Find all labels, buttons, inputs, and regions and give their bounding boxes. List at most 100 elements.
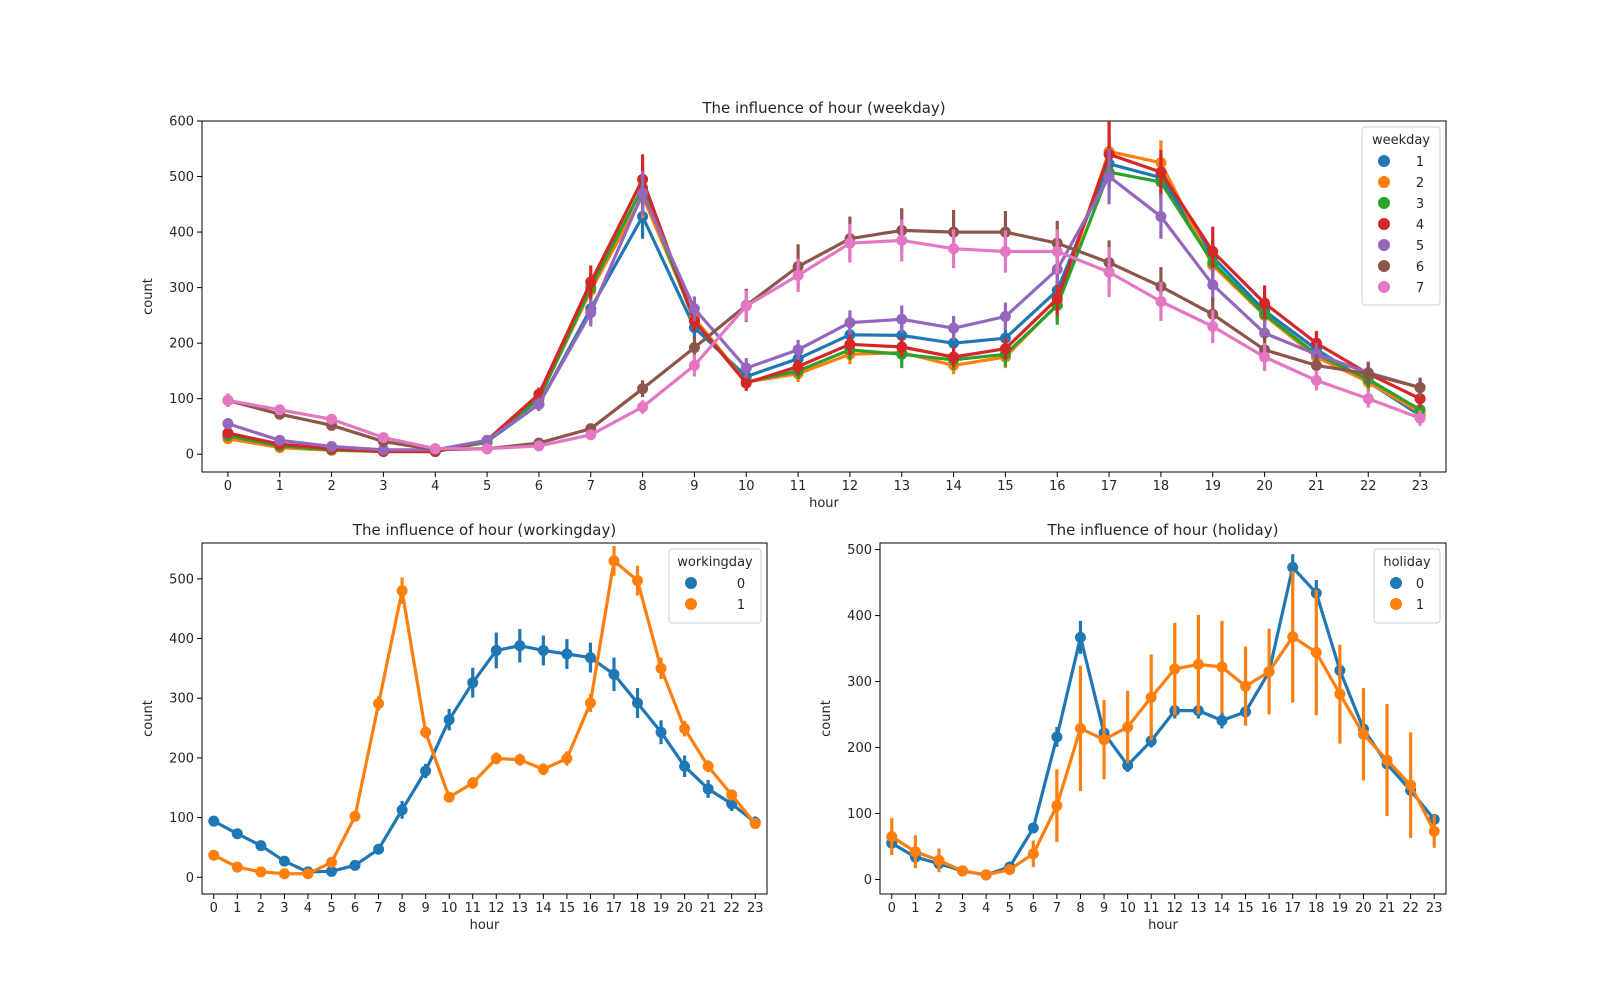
data-point	[792, 360, 804, 372]
x-tick-label: 23	[747, 901, 764, 916]
x-tick-label: 9	[690, 479, 698, 494]
x-tick-label: 4	[304, 901, 312, 916]
data-point	[1098, 734, 1110, 746]
y-tick-label: 200	[847, 741, 872, 756]
data-point	[1145, 691, 1157, 703]
data-point	[396, 585, 408, 597]
data-point	[278, 855, 290, 867]
data-point	[1145, 735, 1157, 747]
data-point	[980, 869, 992, 881]
x-tick-label: 6	[1029, 901, 1037, 916]
data-point	[1405, 779, 1417, 791]
y-tick-label: 300	[169, 692, 194, 707]
data-point	[688, 303, 700, 315]
x-tick-label: 13	[893, 479, 910, 494]
data-point	[373, 843, 385, 855]
data-point	[208, 849, 220, 861]
data-point	[844, 237, 856, 249]
legend: workingday 0 1	[668, 548, 762, 624]
series-line	[227, 238, 1421, 451]
x-tick-label: 4	[982, 901, 990, 916]
data-point	[1334, 688, 1346, 700]
data-point	[373, 698, 385, 710]
y-axis-label: count	[141, 278, 156, 315]
series-line	[890, 635, 1436, 877]
legend-marker	[685, 598, 697, 610]
legend-label: 7	[1416, 281, 1424, 296]
data-point	[1259, 297, 1271, 309]
data-point	[702, 783, 714, 795]
x-axis-label: hour	[470, 918, 500, 933]
data-point	[222, 427, 234, 439]
data-point	[749, 818, 761, 830]
data-point	[584, 697, 596, 709]
legend-label: 5	[1416, 239, 1424, 254]
data-point	[490, 644, 502, 656]
x-tick-label: 23	[1412, 479, 1429, 494]
x-tick-label: 3	[280, 901, 288, 916]
data-point	[377, 444, 389, 456]
x-tick-label: 17	[1101, 479, 1118, 494]
y-tick-label: 0	[186, 448, 194, 463]
x-tick-label: 12	[1167, 901, 1184, 916]
y-tick-label: 300	[847, 675, 872, 690]
data-point	[1381, 754, 1393, 766]
legend-title: workingday	[677, 555, 753, 570]
legend-label: 1	[1416, 155, 1424, 170]
x-axis-label: hour	[1148, 918, 1178, 933]
x-tick-label: 0	[224, 479, 232, 494]
x-tick-label: 0	[210, 901, 218, 916]
x-tick-label: 15	[559, 901, 576, 916]
x-tick-label: 12	[842, 479, 859, 494]
x-tick-label: 16	[1261, 901, 1278, 916]
data-point	[679, 760, 691, 772]
x-tick-label: 14	[1214, 901, 1231, 916]
data-point	[1074, 631, 1086, 643]
data-point	[481, 434, 493, 446]
data-point	[585, 307, 597, 319]
data-point	[467, 777, 479, 789]
data-point	[1414, 393, 1426, 405]
series-line	[213, 644, 757, 874]
legend-marker	[1378, 281, 1390, 293]
legend-title: weekday	[1372, 133, 1430, 148]
data-point	[1310, 374, 1322, 386]
x-tick-label: 11	[464, 901, 481, 916]
x-tick-label: 21	[1308, 479, 1325, 494]
data-point	[1414, 404, 1426, 416]
data-point	[632, 575, 644, 587]
data-point	[957, 865, 969, 877]
data-point	[999, 310, 1011, 322]
data-point	[443, 791, 455, 803]
x-tick-label: 2	[257, 901, 265, 916]
legend-marker	[1378, 260, 1390, 272]
x-tick-label: 2	[327, 479, 335, 494]
legend-box	[1361, 126, 1441, 306]
data-point	[561, 752, 573, 764]
data-point	[420, 726, 432, 738]
x-tick-label: 7	[1053, 901, 1061, 916]
data-point	[1051, 731, 1063, 743]
data-point	[1414, 412, 1426, 424]
x-tick-label: 22	[1360, 479, 1377, 494]
data-point	[349, 859, 361, 871]
data-point	[608, 555, 620, 567]
data-point	[1051, 293, 1063, 305]
data-point	[948, 322, 960, 334]
data-point	[1103, 171, 1115, 183]
data-point	[537, 644, 549, 656]
data-point	[1310, 359, 1322, 371]
data-point	[948, 351, 960, 363]
data-point	[1216, 661, 1228, 673]
data-point	[1240, 680, 1252, 692]
chart-title: The influence of hour (weekday)	[701, 99, 945, 117]
data-point	[1027, 848, 1039, 860]
series-line	[890, 565, 1436, 877]
data-point	[632, 697, 644, 709]
data-point	[208, 815, 220, 827]
x-tick-label: 8	[398, 901, 406, 916]
data-point	[999, 343, 1011, 355]
data-point	[585, 429, 597, 441]
series-1	[886, 570, 1440, 881]
series-3	[222, 149, 1426, 457]
